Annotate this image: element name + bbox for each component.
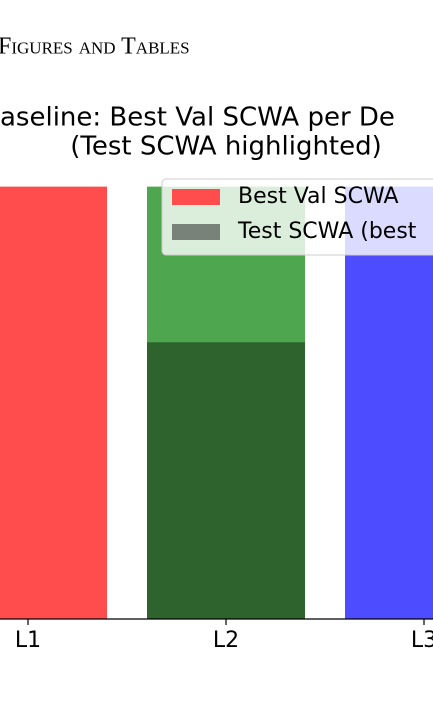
x-tick-label: L3	[411, 628, 433, 653]
legend-label: Best Val SCWA	[238, 184, 399, 209]
legend-swatch	[172, 189, 220, 205]
section-header: Figures and Tables	[0, 34, 190, 60]
x-tick-label: L2	[213, 628, 239, 653]
bar	[147, 342, 305, 619]
chart-subtitle: (Test SCWA highlighted)	[70, 132, 382, 162]
bar	[0, 186, 107, 619]
legend: Best Val SCWA Test SCWA (best	[161, 178, 433, 256]
bar	[147, 186, 305, 619]
legend-swatch	[172, 224, 220, 240]
chart-title: aseline: Best Val SCWA per De	[0, 103, 395, 133]
x-tick-label: L1	[15, 628, 41, 653]
legend-box	[161, 178, 433, 256]
plot: L1 L2 L3	[0, 186, 433, 653]
legend-label: Test SCWA (best	[237, 219, 417, 244]
bar	[345, 186, 433, 619]
